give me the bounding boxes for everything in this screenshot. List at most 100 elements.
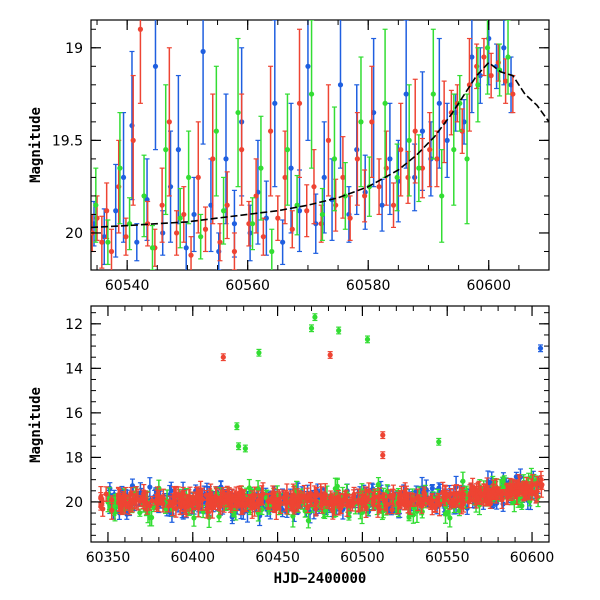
marker [220,208,227,214]
data-point [484,20,491,95]
marker [311,184,317,190]
marker [166,119,172,125]
data-point [503,484,510,505]
marker [296,100,303,106]
marker [447,515,453,521]
data-point [113,163,119,258]
data-point [120,491,126,513]
marker [216,513,222,520]
data-point [439,149,445,243]
data-point [319,187,326,241]
marker [177,215,183,221]
marker [419,165,426,171]
marker [200,48,206,55]
x-tick-label: 60580 [346,278,391,294]
marker [249,221,256,227]
marker [141,193,147,199]
data-point [427,111,433,188]
data-point [217,223,223,262]
data-point [308,20,315,169]
data-point [311,149,317,225]
data-point [432,503,438,513]
marker [469,54,475,60]
marker [213,128,219,134]
marker [108,248,115,255]
data-point [398,102,404,197]
marker [305,504,311,510]
data-point [347,195,353,241]
marker [361,193,368,199]
marker [168,488,174,494]
marker [321,174,327,181]
data-point [267,65,274,197]
marker [166,503,172,509]
data-point [280,219,286,266]
data-point [296,169,303,253]
data-point [412,78,418,184]
marker [223,156,229,162]
data-point [249,197,256,251]
marker [191,515,197,521]
data-point [529,481,535,501]
data-point [331,106,338,212]
data-point [469,20,475,114]
marker [269,248,275,255]
y-tick-label: 20 [65,226,83,242]
marker [173,230,180,236]
marker [239,147,245,153]
data-point [117,111,123,225]
data-point [394,143,400,212]
marker [519,503,525,509]
data-point [382,28,388,179]
marker [389,507,395,513]
marker [412,128,418,134]
data-point [202,206,209,253]
data-point [313,492,319,515]
marker [163,147,169,153]
marker [510,91,516,97]
marker [93,202,99,208]
marker [451,147,457,153]
marker [439,193,445,199]
data-point [304,184,310,238]
marker [436,100,442,106]
data-point [159,167,165,243]
data-point [457,74,463,132]
data-point [112,493,118,515]
data-point [403,20,409,169]
data-point [260,217,266,256]
marker [337,82,344,88]
data-point [152,20,159,151]
marker [308,91,315,97]
marker [231,248,238,255]
bottom-data-layer [98,313,545,529]
data-point [142,490,148,511]
marker [203,492,209,498]
data-point [231,232,238,270]
data-point [198,213,204,260]
data-point [175,74,181,225]
marker [376,184,382,190]
marker [109,507,115,513]
marker [272,100,278,106]
data-point [406,84,412,197]
data-point [105,219,111,266]
data-point [387,102,393,216]
marker [181,211,187,218]
marker [99,239,105,245]
data-point [361,169,368,223]
top-ticks: 60540 60560 60580 60600 19 19.5 20 [52,20,550,294]
marker [307,494,313,500]
data-point [99,215,105,269]
marker [375,481,382,488]
data-point [253,158,259,234]
marker [290,513,296,519]
data-point [505,20,511,95]
data-point [166,499,172,513]
x-tick-label: 60540 [105,278,150,294]
top-panel: 60540 60560 60580 60600 19 19.5 20 Magnitude [28,19,550,294]
marker [284,147,291,153]
marker [175,147,181,153]
x-tick-label: 60560 [225,278,270,294]
